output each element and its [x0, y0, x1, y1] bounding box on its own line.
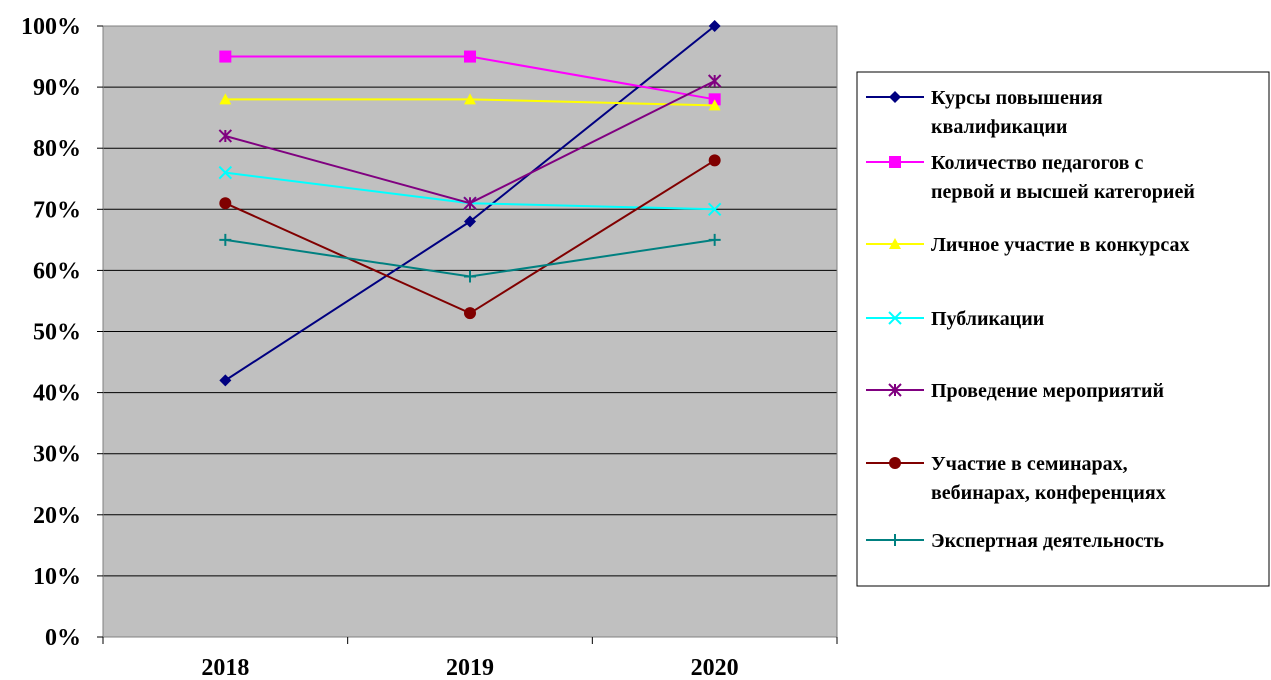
legend-swatch-marker	[888, 311, 902, 325]
y-tick-label: 40%	[33, 381, 81, 407]
y-tick-label: 10%	[33, 564, 81, 590]
y-tick-label: 90%	[33, 75, 81, 101]
legend-swatch-marker	[889, 156, 901, 168]
y-tick-label: 50%	[33, 320, 81, 346]
legend-label: Проведение мероприятий	[931, 380, 1164, 402]
series-group	[218, 20, 722, 387]
legend-label: первой и высшей категорией	[931, 181, 1195, 203]
data-point	[464, 50, 476, 63]
legend-label: вебинарах, конференциях	[931, 482, 1166, 504]
legend-swatch-marker	[889, 534, 901, 546]
legend-swatch-marker	[888, 383, 902, 397]
series-5	[218, 74, 722, 210]
x-tick-label: 2018	[201, 655, 249, 680]
y-tick-label: 60%	[33, 258, 81, 284]
legend-entry-5: Проведение мероприятий	[866, 380, 1164, 402]
series-6	[219, 154, 721, 320]
data-point	[464, 215, 476, 228]
legend-entry-2: Количество педагогов с первой и высшей ка…	[866, 152, 1195, 203]
legend-entry-7: Экспертная деятельность	[866, 530, 1164, 552]
x-tick-label: 2020	[691, 655, 739, 680]
data-point	[464, 93, 476, 105]
data-point	[708, 93, 721, 106]
series-7	[219, 233, 721, 283]
legend-label: Количество педагогов с	[931, 152, 1143, 174]
x-tick-label: 2019	[446, 655, 494, 680]
series-3	[219, 93, 721, 111]
legend-swatch-marker	[889, 91, 901, 103]
y-tick-label: 0%	[45, 625, 81, 651]
y-tick-label: 80%	[33, 136, 81, 162]
data-point	[219, 233, 232, 246]
legend-swatch-marker	[889, 457, 901, 469]
legend-label: квалификации	[931, 116, 1067, 138]
legend-box	[856, 71, 1270, 587]
data-point	[219, 93, 232, 105]
legend-entry-1: Курсы повышения квалификации	[866, 87, 1103, 138]
legend-label: Экспертная деятельность	[931, 530, 1164, 552]
data-point	[707, 74, 722, 88]
data-point	[218, 129, 233, 143]
x-axis-ticks: 2018 2019 2020	[102, 637, 838, 680]
y-tick-label: 70%	[33, 197, 81, 223]
data-point	[708, 20, 721, 32]
data-point	[708, 233, 721, 246]
data-point	[708, 154, 721, 167]
data-point	[219, 50, 232, 63]
data-point	[464, 307, 476, 320]
series-1	[219, 20, 721, 387]
legend-label: Курсы повышения	[931, 87, 1103, 109]
y-tick-label: 20%	[33, 503, 81, 529]
legend: Курсы повышения квалификации Количество пе…	[856, 71, 1270, 587]
y-axis-ticks: 0% 10% 20% 30% 40% 50% 60% 70% 80% 90% 100%	[21, 14, 103, 651]
data-point	[219, 197, 232, 210]
data-point	[707, 202, 722, 217]
data-point	[464, 270, 476, 283]
legend-label: Участие в семинарах,	[931, 453, 1128, 475]
legend-entry-6: Участие в семинарах, вебинарах, конференц…	[866, 453, 1166, 504]
series-2	[219, 50, 721, 106]
legend-entry-4: Публикации	[866, 308, 1044, 330]
data-point	[463, 196, 477, 210]
data-point	[708, 99, 721, 111]
data-point	[218, 165, 233, 180]
legend-entry-3: Личное участие в конкурсах	[866, 234, 1190, 256]
data-point	[219, 374, 232, 387]
legend-swatch-marker	[889, 238, 901, 249]
y-tick-label: 30%	[33, 442, 81, 468]
legend-label: Личное участие в конкурсах	[931, 234, 1190, 256]
legend-label: Публикации	[931, 308, 1044, 330]
y-tick-label: 100%	[21, 14, 81, 40]
